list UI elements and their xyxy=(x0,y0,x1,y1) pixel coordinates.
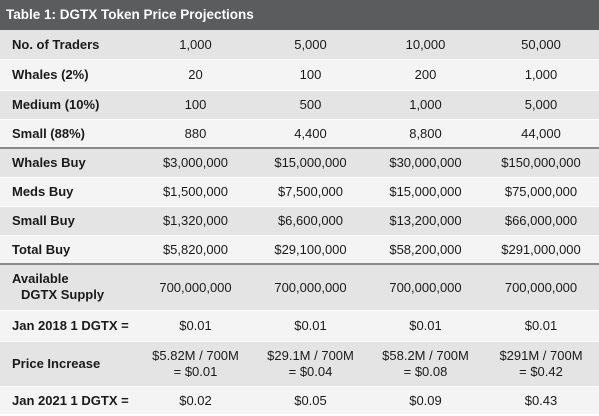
table-cell: 500 xyxy=(253,90,368,120)
table-cell: 700,000,000 xyxy=(138,264,253,311)
table-row: Medium (10%) 100 500 1,000 5,000 xyxy=(0,90,599,120)
row-label: Jan 2018 1 DGTX = xyxy=(0,310,138,342)
table-cell: $66,000,000 xyxy=(483,206,599,236)
cell-line1: $29.1M / 700M xyxy=(267,347,354,363)
table-row: No. of Traders 1,000 5,000 10,000 50,000 xyxy=(0,30,599,60)
table-cell: $150,000,000 xyxy=(483,148,599,178)
table-cell: 4,400 xyxy=(253,119,368,149)
table-cell: $58,200,000 xyxy=(368,235,483,265)
table-cell: $5.82M / 700M = $0.01 xyxy=(138,341,253,387)
row-label: Total Buy xyxy=(0,235,138,265)
row-label: Small (88%) xyxy=(0,119,138,149)
table-cell: $29.1M / 700M = $0.04 xyxy=(253,341,368,387)
table-cell: $15,000,000 xyxy=(368,177,483,207)
table-cell: $29,100,000 xyxy=(253,235,368,265)
table-cell: 100 xyxy=(138,90,253,120)
table-cell: 700,000,000 xyxy=(483,264,599,311)
table-title: Table 1: DGTX Token Price Projections xyxy=(0,0,599,30)
table-cell: $0.02 xyxy=(138,386,253,415)
table-row: Price Increase $5.82M / 700M = $0.01 $29.… xyxy=(0,341,599,387)
cell-line2: = $0.01 xyxy=(173,363,218,379)
table-cell: 1,000 xyxy=(483,59,599,91)
table-cell: $0.01 xyxy=(368,310,483,342)
table-row: Jan 2021 1 DGTX = $0.02 $0.05 $0.09 $0.4… xyxy=(0,386,599,415)
cell-line1: $291M / 700M xyxy=(499,347,583,363)
table-cell: $30,000,000 xyxy=(368,148,483,178)
row-label: No. of Traders xyxy=(0,30,138,60)
cell-line1: $58.2M / 700M xyxy=(382,347,469,363)
table-cell: 5,000 xyxy=(253,30,368,60)
cell-line2: = $0.42 xyxy=(519,363,563,379)
row-label: Medium (10%) xyxy=(0,90,138,120)
table-row: Jan 2018 1 DGTX = $0.01 $0.01 $0.01 $0.0… xyxy=(0,310,599,342)
row-label: Price Increase xyxy=(0,341,138,387)
table-cell: $0.01 xyxy=(483,310,599,342)
table-cell: $0.05 xyxy=(253,386,368,415)
table-cell: $0.01 xyxy=(253,310,368,342)
table-cell: 20 xyxy=(138,59,253,91)
table-row: Whales (2%) 20 100 200 1,000 xyxy=(0,59,599,91)
table-row: Whales Buy $3,000,000 $15,000,000 $30,00… xyxy=(0,148,599,178)
table-cell: 10,000 xyxy=(368,30,483,60)
row-label: Small Buy xyxy=(0,206,138,236)
table-row: Small Buy $1,320,000 $6,600,000 $13,200,… xyxy=(0,206,599,236)
cell-line1: $5.82M / 700M xyxy=(152,347,239,363)
table-cell: $0.01 xyxy=(138,310,253,342)
table-row: Small (88%) 880 4,400 8,800 44,000 xyxy=(0,119,599,149)
table-cell: $5,820,000 xyxy=(138,235,253,265)
table-cell: $3,000,000 xyxy=(138,148,253,178)
table-cell: 100 xyxy=(253,59,368,91)
table-cell: $0.09 xyxy=(368,386,483,415)
table-cell: $1,500,000 xyxy=(138,177,253,207)
table-cell: 1,000 xyxy=(368,90,483,120)
table-cell: $58.2M / 700M = $0.08 xyxy=(368,341,483,387)
table-cell: $291,000,000 xyxy=(483,235,599,265)
row-label: Whales Buy xyxy=(0,148,138,178)
cell-line2: = $0.08 xyxy=(403,363,448,379)
row-label-line2: DGTX Supply xyxy=(21,287,105,303)
table-cell: 700,000,000 xyxy=(368,264,483,311)
table-cell: $0.43 xyxy=(483,386,599,415)
table-cell: $7,500,000 xyxy=(253,177,368,207)
table-cell: $1,320,000 xyxy=(138,206,253,236)
row-label: Meds Buy xyxy=(0,177,138,207)
table-cell: 1,000 xyxy=(138,30,253,60)
table-cell: $6,600,000 xyxy=(253,206,368,236)
row-label-line1: Available xyxy=(12,271,69,287)
table-cell: 5,000 xyxy=(483,90,599,120)
table-cell: 8,800 xyxy=(368,119,483,149)
table-cell: $75,000,000 xyxy=(483,177,599,207)
table-cell: 44,000 xyxy=(483,119,599,149)
table-row: Total Buy $5,820,000 $29,100,000 $58,200… xyxy=(0,235,599,265)
projection-table: No. of Traders 1,000 5,000 10,000 50,000… xyxy=(0,30,599,415)
table-cell: $291M / 700M = $0.42 xyxy=(483,341,599,387)
table-cell: 700,000,000 xyxy=(253,264,368,311)
row-label: Available DGTX Supply xyxy=(0,264,138,311)
table-cell: $13,200,000 xyxy=(368,206,483,236)
table-cell: 200 xyxy=(368,59,483,91)
table-row: Meds Buy $1,500,000 $7,500,000 $15,000,0… xyxy=(0,177,599,207)
cell-line2: = $0.04 xyxy=(288,363,333,379)
table-row: Available DGTX Supply 700,000,000 700,00… xyxy=(0,264,599,311)
row-label: Jan 2021 1 DGTX = xyxy=(0,386,138,415)
row-label: Whales (2%) xyxy=(0,59,138,91)
table-cell: 50,000 xyxy=(483,30,599,60)
table-cell: 880 xyxy=(138,119,253,149)
table-cell: $15,000,000 xyxy=(253,148,368,178)
